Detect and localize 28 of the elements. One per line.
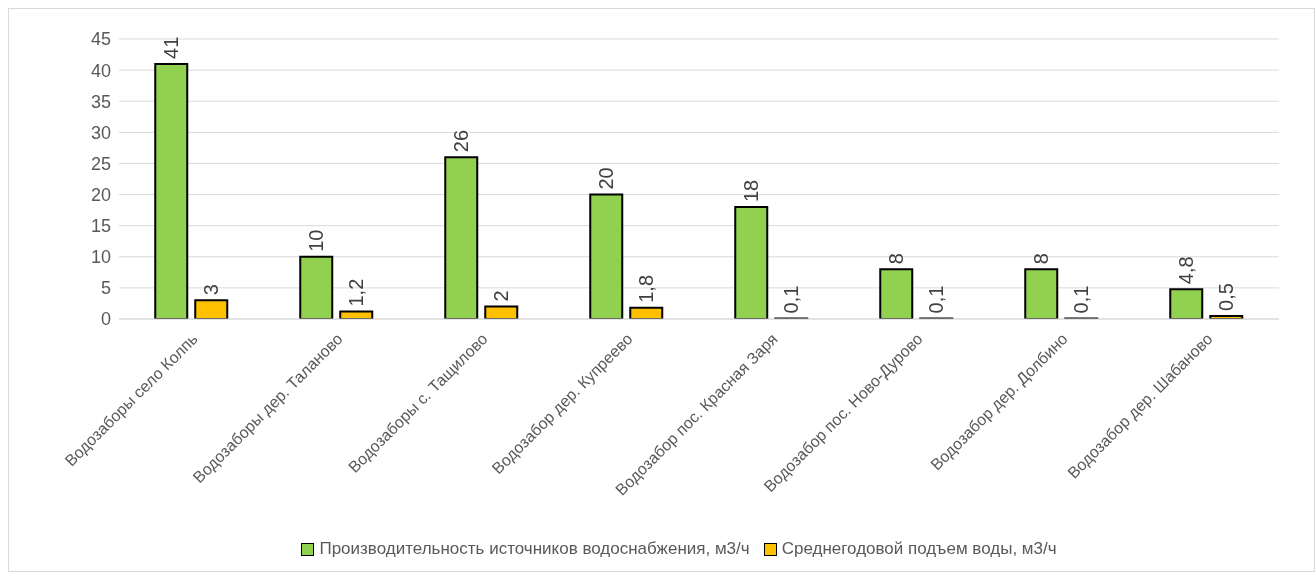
data-label: 3 [200, 284, 223, 296]
data-label: 41 [160, 36, 183, 59]
data-label: 0,5 [1215, 283, 1238, 311]
data-label: 2 [490, 290, 513, 302]
data-label: 10 [305, 229, 328, 252]
y-tick-label: 15 [90, 216, 111, 237]
y-tick-label: 5 [100, 278, 111, 299]
y-tick-label: 30 [90, 122, 111, 143]
data-label: 8 [885, 253, 908, 265]
data-label: 1,2 [345, 278, 368, 307]
data-label: 8 [1030, 253, 1053, 265]
y-tick-label: 45 [90, 29, 111, 50]
y-tick-label: 0 [100, 309, 111, 330]
y-tick-label: 20 [90, 184, 111, 205]
data-label: 1,8 [635, 274, 658, 303]
y-tick-label: 25 [90, 153, 111, 174]
legend-label: Среднегодовой подъем воды, м3/ч [780, 539, 1057, 559]
y-tick-label: 40 [90, 60, 111, 81]
data-label: 0,1 [1070, 285, 1093, 314]
data-label: 0,1 [780, 285, 803, 314]
data-label: 26 [450, 129, 473, 153]
y-tick-label: 35 [90, 91, 111, 112]
legend-label: Производительность источников водоснабжения, м3/ч [318, 539, 750, 559]
data-label: 18 [740, 179, 763, 202]
data-label: 0,1 [925, 285, 948, 314]
data-label: 20 [595, 167, 618, 190]
data-label: 4,8 [1175, 256, 1198, 285]
y-tick-label: 10 [90, 247, 111, 268]
